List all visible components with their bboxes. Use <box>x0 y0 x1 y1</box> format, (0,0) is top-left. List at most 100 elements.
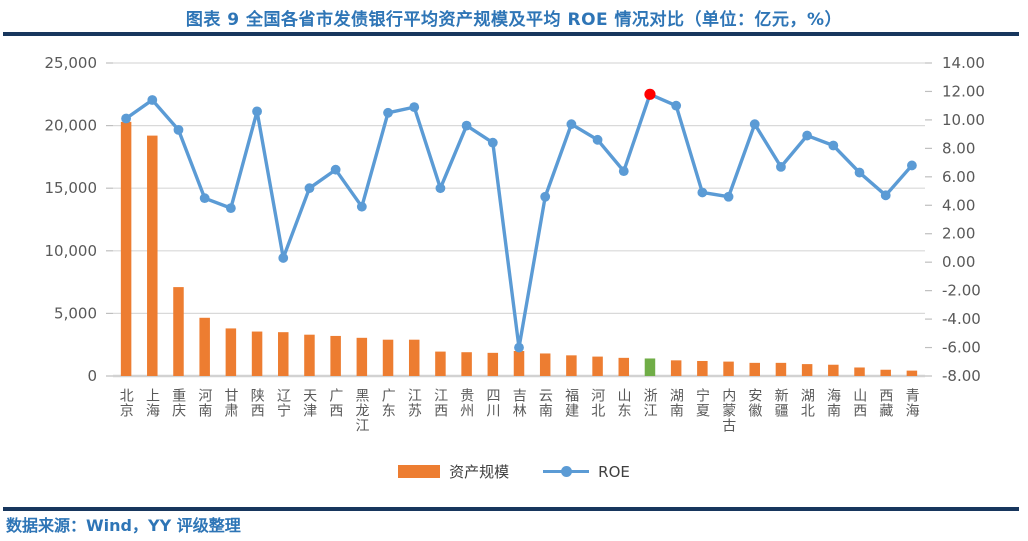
roe-point <box>907 160 917 171</box>
left-axis-label: 10,000 <box>45 242 98 260</box>
x-category-label: 黑龙江 <box>353 388 370 433</box>
left-axis-label: 5,000 <box>54 304 97 322</box>
right-axis-label: 8.00 <box>942 139 975 157</box>
roe-point <box>461 120 472 131</box>
asset-bar <box>828 364 839 376</box>
roe-point <box>592 134 603 145</box>
roe-point <box>776 161 786 172</box>
roe-point <box>409 102 420 113</box>
x-category-label: 福建 <box>563 388 580 418</box>
right-axis-label: 6.00 <box>942 168 975 186</box>
asset-bar <box>906 370 918 376</box>
x-category-label: 河南 <box>196 388 213 418</box>
right-axis-label: 0.00 <box>942 253 975 271</box>
roe-point <box>514 342 524 353</box>
bar-legend-swatch <box>398 465 441 478</box>
asset-bar <box>147 135 158 376</box>
left-axis-label: 0 <box>87 367 97 385</box>
asset-bar <box>513 350 525 376</box>
asset-bar <box>618 357 630 376</box>
roe-point <box>487 137 498 148</box>
data-source: 数据来源：Wind，YY 评级整理 <box>6 516 241 535</box>
right-axis-label: -6.00 <box>942 339 981 357</box>
right-axis-label: 2.00 <box>942 225 975 243</box>
roe-point <box>121 113 131 124</box>
x-category-label: 河北 <box>589 388 606 418</box>
x-category-label: 山西 <box>851 388 868 418</box>
x-category-label: 天津 <box>301 388 318 418</box>
asset-bar <box>566 355 577 376</box>
asset-bar <box>356 337 368 376</box>
roe-point <box>618 166 629 177</box>
asset-bar <box>408 339 420 376</box>
line-legend-swatch <box>543 465 590 478</box>
asset-bar <box>801 364 813 376</box>
roe-point <box>697 187 708 198</box>
x-category-label: 广西 <box>327 388 344 418</box>
roe-point <box>147 95 158 105</box>
x-category-label: 辽宁 <box>274 388 291 418</box>
roe-point <box>435 183 446 194</box>
asset-bar <box>697 360 708 376</box>
asset-bar <box>775 362 787 376</box>
roe-point <box>828 140 839 151</box>
x-category-label: 陕西 <box>248 388 265 418</box>
roe-point-highlight <box>644 88 656 100</box>
legend-label-roe: ROE <box>598 462 630 481</box>
x-category-label: 安徽 <box>746 388 763 418</box>
asset-bar <box>225 328 237 376</box>
roe-point <box>356 201 367 212</box>
x-category-label: 宁夏 <box>694 388 711 418</box>
x-category-label: 上海 <box>143 388 160 418</box>
asset-bar <box>330 335 341 376</box>
roe-point <box>540 191 551 202</box>
x-category-label: 湖南 <box>667 388 684 418</box>
left-axis-label: 25,000 <box>45 54 98 72</box>
x-category-label: 江西 <box>432 388 449 418</box>
roe-point <box>802 130 813 141</box>
asset-bar <box>539 353 551 376</box>
x-category-label: 四川 <box>484 388 501 418</box>
roe-point <box>199 193 210 204</box>
x-category-label: 青海 <box>903 388 920 418</box>
line-legend-marker-icon <box>561 466 573 477</box>
roe-point <box>173 124 184 135</box>
asset-bar <box>487 352 499 376</box>
footer-divider-rule <box>3 507 1019 511</box>
x-category-label: 云南 <box>536 388 553 418</box>
asset-bar <box>173 287 184 376</box>
x-category-label: 新疆 <box>772 388 789 418</box>
right-axis-label: -4.00 <box>942 310 981 328</box>
asset-bar <box>251 331 263 376</box>
asset-bar <box>461 352 472 376</box>
x-category-label: 重庆 <box>170 388 187 418</box>
asset-bar <box>120 121 132 377</box>
x-category-label: 湖北 <box>798 388 815 418</box>
x-category-label: 浙江 <box>641 388 658 418</box>
roe-point <box>723 191 734 202</box>
x-category-label: 山东 <box>615 388 632 418</box>
right-axis-label: -8.00 <box>942 367 981 385</box>
asset-bar <box>592 356 603 376</box>
roe-point <box>304 183 315 194</box>
combo-chart: 0 5,000 10,000 15,000 20,000 25,000 -8.00 -6.00… <box>45 54 985 385</box>
left-axis-label: 15,000 <box>45 179 98 197</box>
x-category-label: 海南 <box>825 388 841 418</box>
legend-label-assets: 资产规模 <box>449 463 510 481</box>
roe-point <box>671 100 682 111</box>
roe-line <box>124 92 914 350</box>
asset-bar <box>382 339 394 376</box>
asset-bar <box>278 332 289 376</box>
right-axis-label: 4.00 <box>942 196 975 214</box>
asset-bar <box>670 360 682 376</box>
x-category-label: 内蒙古 <box>720 388 737 433</box>
roe-point <box>566 119 577 130</box>
x-category-label: 西藏 <box>877 388 894 418</box>
asset-bar <box>854 367 865 376</box>
chart-title: 图表 9 全国各省市发债银行平均资产规模及平均 ROE 情况对比（单位：亿元，%… <box>185 10 843 30</box>
roe-point <box>330 164 341 175</box>
legend-item-assets: 资产规模 <box>398 461 509 482</box>
x-category-label: 贵州 <box>458 388 475 418</box>
legend-item-roe: ROE <box>543 463 630 481</box>
